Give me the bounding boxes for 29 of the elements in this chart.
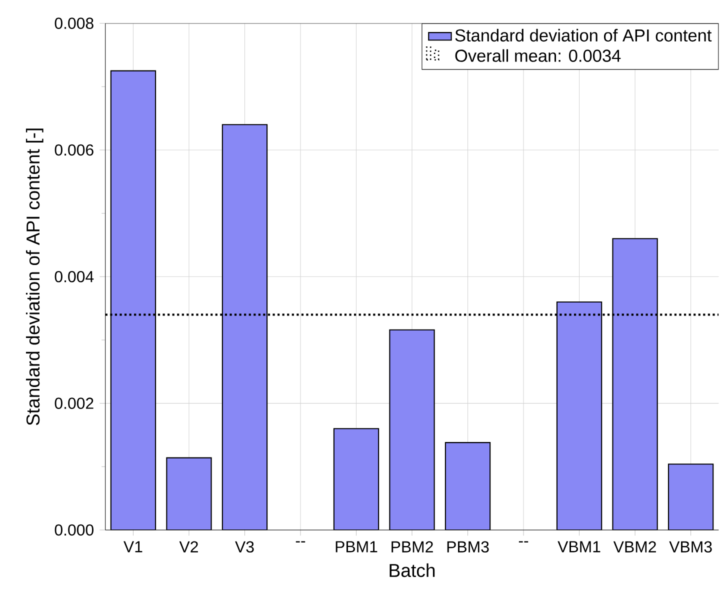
bar: [333, 428, 380, 530]
bar: [556, 301, 602, 530]
legend-label: Standard deviation of API content: [455, 28, 712, 42]
bar: [444, 442, 491, 530]
x-tick-label: VBM1: [558, 541, 600, 552]
y-tick-label: 0.008: [54, 18, 94, 29]
y-tick-label: 0.006: [54, 144, 94, 156]
x-tick-label: PBM2: [392, 541, 433, 552]
bar: [166, 457, 212, 530]
x-tick-label: --: [296, 541, 306, 542]
x-tick-label: PBM1: [336, 541, 378, 552]
x-tick-label: PBM3: [447, 541, 489, 553]
x-tick-label: VBM2: [613, 541, 656, 552]
x-tick-label: VBM3: [669, 541, 712, 553]
y-tick-label: 0.004: [54, 271, 94, 282]
bar: [389, 329, 435, 530]
bar: [612, 238, 658, 530]
bar: [222, 124, 268, 530]
y-tick-label: 0.002: [54, 398, 94, 409]
bar: [110, 70, 156, 530]
x-tick-label: V1: [124, 541, 142, 552]
x-tick-label: V3: [235, 541, 254, 553]
x-axis-title: Batch: [390, 563, 435, 578]
y-axis-title: Standard deviation of API content [-]: [26, 128, 44, 426]
bar: [668, 464, 714, 530]
x-tick-label: --: [518, 541, 528, 542]
y-tick-label: 0.000: [54, 524, 94, 536]
x-tick-label: V2: [179, 541, 198, 552]
legend-label: Overall mean: 0.0034: [455, 49, 621, 62]
